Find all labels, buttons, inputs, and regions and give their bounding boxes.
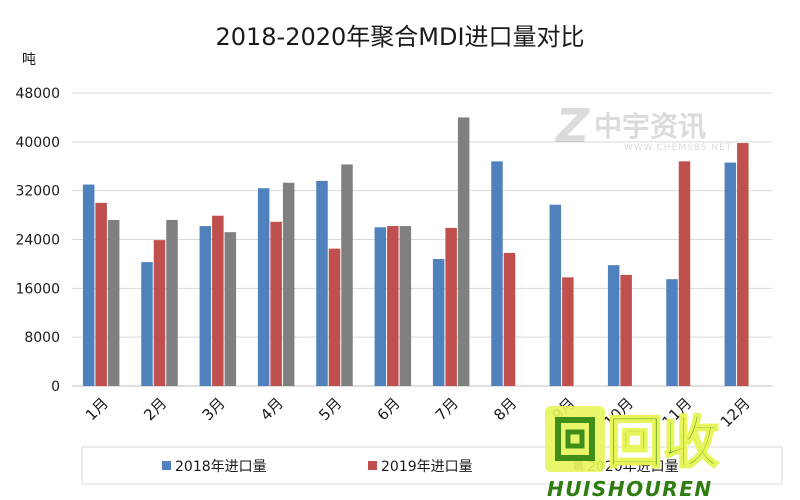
x-tick-label: 7月 <box>432 394 462 424</box>
bar <box>282 182 295 386</box>
bar <box>457 117 470 387</box>
y-tick-label: 16000 <box>15 281 60 297</box>
bar <box>107 219 120 386</box>
bar <box>666 279 678 386</box>
bar <box>445 227 457 386</box>
bar <box>153 240 166 386</box>
bar <box>270 221 282 386</box>
y-tick-label: 0 <box>51 379 60 395</box>
watermark-logo-cn: 回收 <box>607 411 719 476</box>
y-axis-unit-label: 吨 <box>22 52 36 68</box>
bar <box>141 262 153 386</box>
bar <box>491 161 503 386</box>
y-axis-ticks: 0 8000 16000 24000 32000 40000 48000 <box>15 86 60 395</box>
legend-label: 2019年进口量 <box>381 459 473 475</box>
bar <box>212 215 224 386</box>
watermark-logo-glyph <box>555 417 595 461</box>
bar <box>341 164 353 386</box>
bar <box>678 161 691 386</box>
bars <box>82 117 749 387</box>
chart-title: 2018-2020年聚合MDI进口量对比 <box>215 23 584 51</box>
bar <box>82 184 95 386</box>
bar <box>257 188 270 386</box>
bar <box>737 143 749 386</box>
x-tick-label: 8月 <box>490 394 520 424</box>
x-tick-label: 2月 <box>140 394 170 424</box>
watermark-logo-box <box>545 406 605 472</box>
legend-frame <box>81 446 783 485</box>
legend-label: 2020年进口量 <box>587 459 679 475</box>
watermark-logo-en: HUISHOUREN <box>547 477 713 500</box>
legend-swatch <box>162 461 171 470</box>
watermark-logo-url: WWW.CHEMSBS.NET <box>624 143 732 153</box>
bar <box>95 202 107 386</box>
bar <box>316 180 328 386</box>
bar <box>199 226 212 386</box>
y-tick-label: 24000 <box>15 233 60 249</box>
x-tick-label: 5月 <box>315 394 345 424</box>
bar <box>166 219 178 386</box>
bar <box>399 226 412 386</box>
bar <box>724 162 737 386</box>
watermark-logo-text: 中宇资讯 <box>594 110 706 143</box>
watermark-logo-bottom: 回收 HUISHOUREN <box>545 406 720 500</box>
bar <box>549 204 562 386</box>
legend: 2018年进口量 2019年进口量 2020年进口量 <box>81 446 783 485</box>
bar <box>607 265 620 386</box>
gridlines <box>72 92 772 387</box>
bar <box>562 277 574 386</box>
legend-swatch <box>368 461 377 470</box>
x-tick-label: 3月 <box>199 394 229 424</box>
bar <box>432 259 445 386</box>
y-tick-label: 40000 <box>15 135 60 151</box>
legend-label: 2018年进口量 <box>175 459 267 475</box>
watermark-logo-top: Z 中宇资讯 WWW.CHEMSBS.NET <box>554 99 732 153</box>
watermark-logo-glyph-inner <box>565 429 585 449</box>
bar <box>224 232 237 386</box>
x-tick-label: 6月 <box>374 394 404 424</box>
bar <box>374 227 387 386</box>
x-tick-label: 4月 <box>257 394 287 424</box>
watermark-logo-mark: Z <box>554 99 591 153</box>
y-tick-label: 32000 <box>15 184 60 200</box>
bar <box>620 274 632 386</box>
bar <box>328 248 341 386</box>
bar <box>387 226 399 386</box>
y-tick-label: 48000 <box>15 86 60 102</box>
y-tick-label: 8000 <box>24 330 60 346</box>
x-tick-label: 1月 <box>82 394 112 424</box>
bar <box>503 252 516 386</box>
